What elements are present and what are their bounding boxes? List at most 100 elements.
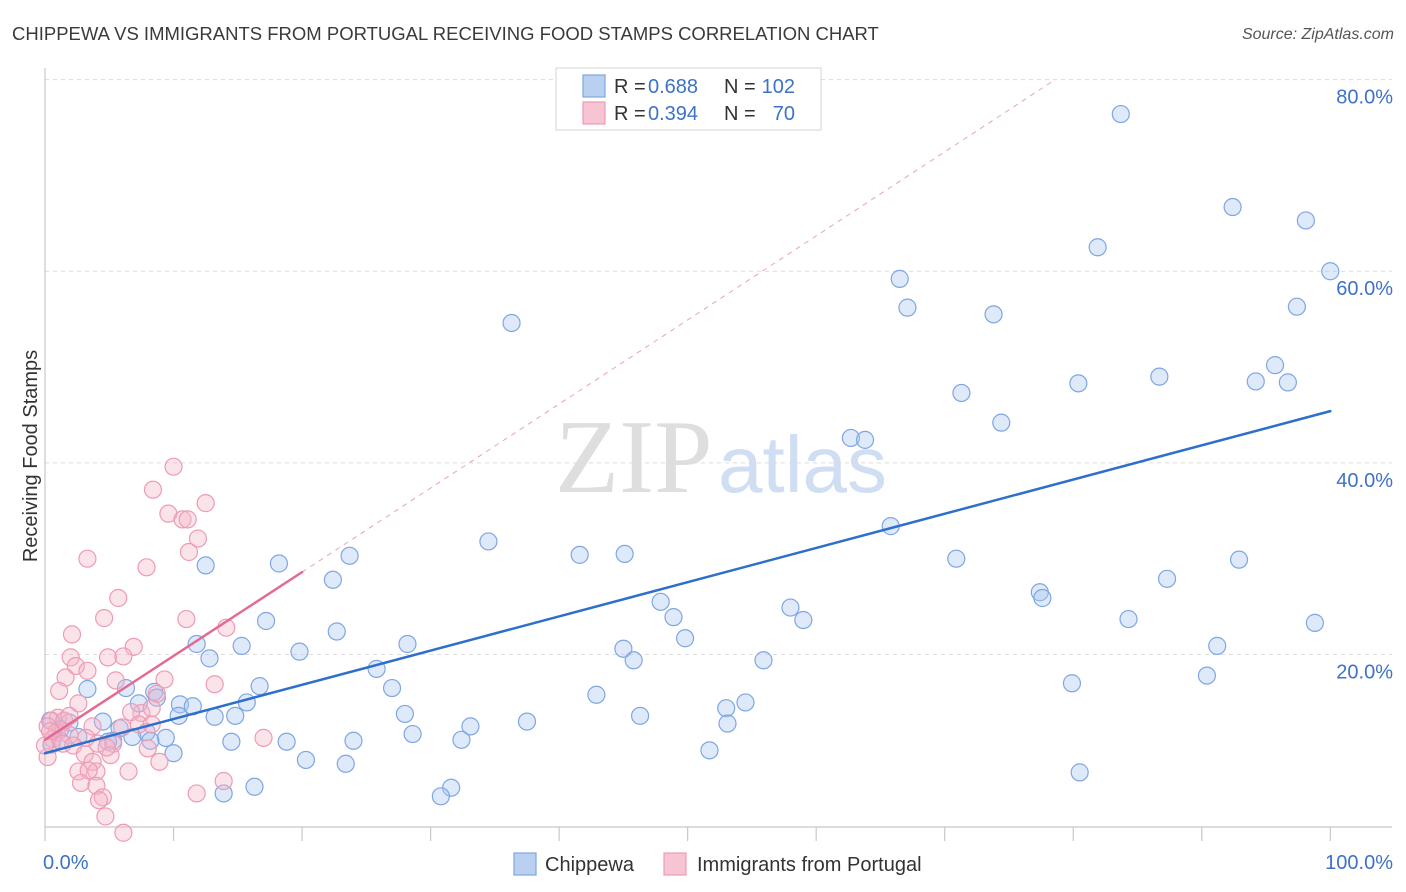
chippewa-point [570, 545, 589, 564]
chippewa-point [1069, 374, 1088, 393]
portugal-point [214, 771, 233, 791]
chippewa-point [323, 570, 343, 589]
chippewa-point [1229, 550, 1249, 569]
chippewa-legend-swatch [513, 852, 537, 876]
x-axis-tick-labels: 0.0% 100.0% [43, 852, 1393, 874]
portugal-point [83, 752, 102, 771]
chippewa-point [250, 677, 269, 696]
chippewa-point [1223, 197, 1242, 217]
chippewa-point [479, 532, 498, 551]
chippewa-point [277, 732, 296, 751]
chippewa-point [382, 678, 402, 698]
chippewa-point [336, 754, 355, 773]
r-label: R = [614, 103, 646, 125]
portugal-point [143, 480, 163, 499]
chippewa-point [452, 730, 471, 749]
chippewa-point [196, 556, 215, 575]
chippewa-point [395, 704, 414, 724]
portugal-point [96, 807, 115, 826]
chippewa-point [340, 546, 359, 565]
y-tick-label: 20.0% [1336, 662, 1393, 684]
chart-title: CHIPPEWA VS IMMIGRANTS FROM PORTUGAL REC… [12, 23, 879, 44]
chippewa-point [1287, 297, 1306, 316]
legend-chippewa: Chippewa [545, 854, 635, 876]
portugal-trend-line [43, 570, 304, 742]
n-label: N = [724, 103, 756, 125]
portugal-point [196, 494, 215, 513]
portugal-point [114, 647, 133, 666]
portugal-point [62, 625, 82, 644]
chippewa-point [1321, 262, 1340, 281]
chippewa-point [226, 706, 245, 725]
portugal-point [89, 791, 109, 810]
portugal-point [60, 706, 79, 725]
r-value: 0.394 [648, 103, 698, 125]
chippewa-point [1150, 367, 1169, 386]
chippewa-point [398, 634, 417, 654]
chippewa-point [992, 413, 1011, 432]
chippewa-point [1033, 588, 1052, 608]
chippewa-point [952, 383, 971, 403]
chippewa-point [794, 610, 813, 630]
chippewa-point [1070, 763, 1089, 782]
portugal-point [155, 670, 174, 689]
portugal-point [95, 609, 114, 628]
chippewa-trend-line [43, 409, 1332, 755]
x-tick-label: 0.0% [43, 852, 89, 874]
portugal-stats-swatch [582, 101, 606, 125]
portugal-point [98, 648, 118, 667]
portugal-point [179, 542, 199, 562]
legend-portugal: Immigrants from Portugal [697, 854, 922, 876]
portugal-point [61, 648, 80, 667]
portugal-legend-swatch [663, 852, 687, 876]
portugal-point [188, 529, 208, 548]
chippewa-point [156, 728, 175, 747]
portugal-point [78, 549, 97, 568]
chippewa-point [1265, 356, 1285, 375]
x-axis-ticks [44, 827, 1331, 841]
x-tick-label: 100.0% [1325, 852, 1393, 874]
chippewa-point [898, 298, 917, 317]
portugal-point [254, 728, 273, 747]
r-label: R = [614, 76, 646, 98]
chippewa-point [431, 787, 450, 806]
portugal-point [137, 558, 156, 577]
y-tick-label: 60.0% [1336, 278, 1393, 300]
chippewa-point [890, 269, 909, 288]
portugal-point [69, 694, 88, 713]
portugal-point [114, 823, 133, 842]
n-value: 102 [762, 76, 795, 98]
chippewa-point [164, 744, 183, 763]
n-label: N = [724, 76, 756, 98]
portugal-point [83, 717, 102, 736]
y-axis-tick-labels: 80.0% 60.0% 40.0% 20.0% [1336, 87, 1393, 684]
scatter-points [35, 104, 1340, 842]
chippewa-point [256, 611, 276, 631]
chippewa-point [947, 549, 966, 568]
chippewa-point [717, 699, 736, 718]
portugal-point [87, 776, 106, 795]
chippewa-point [1305, 613, 1324, 632]
portugal-point [205, 675, 224, 694]
series-legend: Chippewa Immigrants from Portugal [513, 852, 922, 876]
chippewa-point [754, 651, 773, 670]
chippewa-point [855, 430, 875, 449]
trend-lines [43, 79, 1332, 755]
chippewa-point [718, 714, 737, 733]
portugal-point [177, 609, 196, 629]
chippewa-point [200, 649, 219, 668]
chippewa-point [1246, 372, 1265, 391]
chippewa-point [1119, 609, 1138, 629]
chippewa-point [214, 784, 233, 803]
portugal-points [35, 457, 273, 842]
chippewa-point [187, 634, 206, 654]
chippewa-point [461, 717, 480, 736]
chippewa-point [630, 706, 650, 725]
chippewa-point [615, 544, 634, 564]
source-label: Source: ZipAtlas.com [1242, 26, 1394, 43]
chippewa-point [841, 428, 860, 448]
portugal-point [119, 762, 138, 781]
chippewa-point [651, 592, 670, 611]
chippewa-point [1111, 104, 1130, 124]
chippewa-point [587, 685, 606, 704]
